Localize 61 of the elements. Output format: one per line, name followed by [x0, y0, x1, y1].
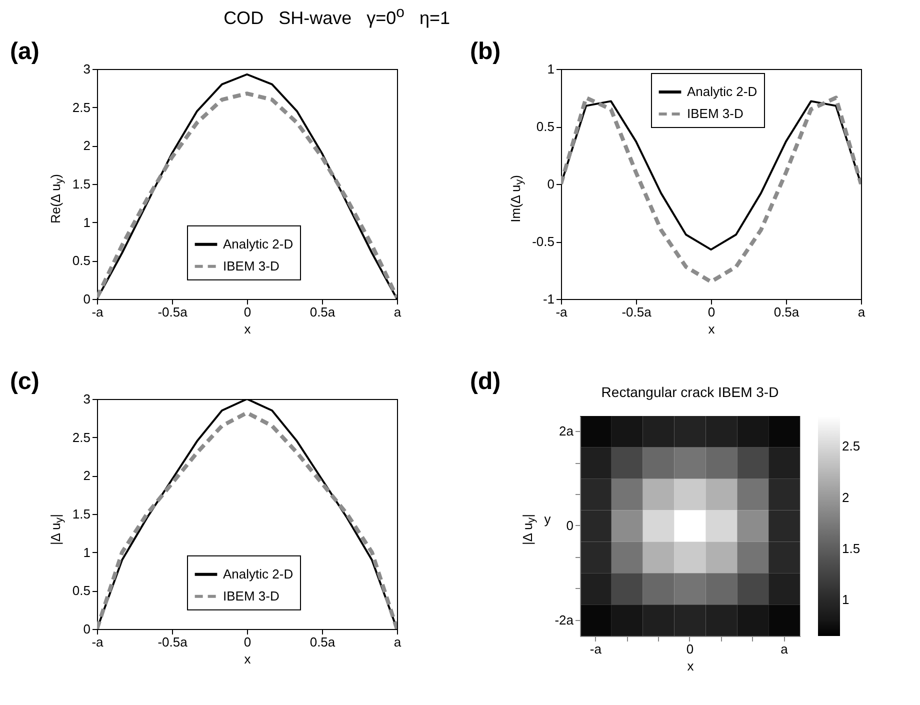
x-axis-title: x	[244, 651, 251, 666]
legend-label: Analytic 2-D	[222, 566, 293, 581]
chart-title: COD SH-wave γ=0$^{o}$ η=1	[224, 4, 450, 29]
x-tick-label: 0	[707, 304, 715, 319]
y-tick-label: 0.5	[72, 252, 90, 268]
x-tick-label: 0	[243, 634, 251, 649]
y-tick-label: 0	[546, 176, 554, 191]
y-tick-label: 3	[82, 61, 90, 76]
y-tick-label: 0	[82, 291, 90, 306]
y-tick-label: 2a	[558, 423, 574, 438]
x-tick-label: 0	[686, 641, 694, 656]
color-bar-label: 2.5	[842, 438, 860, 454]
text: (b)	[470, 38, 501, 66]
y-tick-label: 1.5	[72, 506, 90, 521]
x-tick-label: a	[780, 641, 788, 656]
y-tick-label: 3	[82, 391, 90, 406]
text: (d)	[470, 368, 501, 396]
y-tick-label: -2a	[554, 612, 574, 627]
legend-label: IBEM 3-D	[222, 588, 279, 603]
text: (a)	[10, 38, 40, 66]
y-tick-label: 2	[82, 468, 90, 483]
y-tick-label: 2.5	[72, 99, 90, 114]
x-tick-label: -0.5a	[157, 304, 188, 319]
color-bar-label: 1	[842, 592, 849, 607]
x-tick-label: -a	[91, 634, 104, 649]
x-tick-label: 0.5a	[309, 634, 336, 649]
y-tick-label: 0	[82, 621, 90, 636]
x-tick-label: -a	[91, 304, 104, 319]
x-tick-label: 0.5a	[773, 304, 800, 319]
y-tick-label: 1.5	[72, 176, 90, 191]
y-tick-label: 0	[566, 518, 574, 532]
color-bar-label: 1.5	[842, 540, 860, 556]
x-tick-label: -a	[555, 304, 568, 319]
y-tick-label: 1	[82, 214, 90, 230]
legend-label: Analytic 2-D	[222, 236, 293, 251]
x-tick-label: 0	[243, 304, 251, 319]
y-tick-label: 2	[82, 138, 90, 153]
y-axis-title: y	[544, 511, 551, 526]
legend-label: IBEM 3-D	[222, 258, 279, 273]
y-tick-label: 0.5	[536, 118, 554, 134]
x-tick-label: -0.5a	[157, 634, 188, 649]
y-tick-label: 0.5	[72, 582, 90, 598]
y-tick-label: 1	[546, 61, 554, 76]
legend-label: IBEM 3-D	[686, 106, 743, 120]
x-axis-title: x	[244, 321, 251, 336]
x-tick-label: -0.5a	[621, 304, 652, 319]
y-tick-label: 2.5	[72, 429, 90, 444]
x-tick-label: a	[393, 634, 402, 649]
legend-label: Analytic 2-D	[686, 84, 757, 98]
y-tick-label: -1	[542, 291, 554, 306]
y-tick-label: 1	[82, 544, 90, 560]
text: (c)	[10, 368, 40, 396]
color-bar-label: 2	[842, 489, 849, 504]
chart-title: Rectangular crack IBEM 3-D	[600, 384, 778, 400]
x-axis-title: x	[686, 658, 694, 673]
x-axis-title: x	[708, 321, 715, 336]
x-tick-label: a	[857, 304, 866, 319]
x-tick-label: 0.5a	[309, 304, 336, 319]
x-tick-label: a	[393, 304, 402, 319]
y-tick-label: -0.5	[532, 234, 554, 248]
x-tick-label: -a	[590, 641, 602, 656]
